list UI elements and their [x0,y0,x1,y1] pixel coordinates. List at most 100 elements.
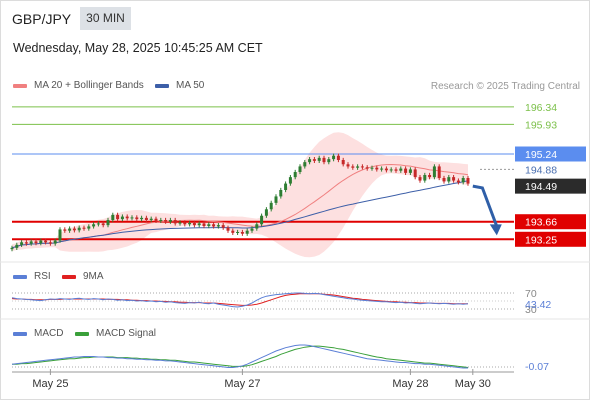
candle-body [29,241,33,244]
candle-body [466,178,470,184]
x-tick-label: May 25 [32,378,68,390]
candle-body [279,190,283,197]
candle-body [82,227,86,229]
candle-body [188,223,192,225]
candle-body [106,220,110,226]
candle-body [135,217,139,220]
macd-last-value: -0.07 [525,361,549,373]
macd-swatch [13,331,27,336]
price-label-194.88: 194.88 [525,164,557,176]
price-label-195.24: 195.24 [525,149,557,161]
candle-body [101,223,105,226]
candle-body [380,168,384,170]
candle-body [24,242,28,244]
price-label-193.66-bg [515,214,586,230]
candle-body [346,164,350,167]
candle-body [58,229,62,241]
candle-body [245,230,249,234]
candle-body [423,175,427,181]
ma50-line [11,180,469,249]
candle-body [389,169,393,171]
candle-body [116,214,120,220]
candle-body [192,223,196,226]
research-credit: Research © 2025 Trading Central [430,81,580,92]
candle-body [207,224,211,226]
price-label-195.93: 195.93 [525,119,557,131]
datetime-label: Wednesday, May 28, 2025 10:45:25 AM CET [13,41,263,55]
candle-body [34,241,38,244]
symbol-title: GBP/JPY [12,11,72,27]
ma20-label: MA 20 + Bollinger Bands [34,80,144,91]
legend-macd: MACD [13,328,63,339]
candle-body [44,240,48,243]
forecast-arrow-line [472,184,499,227]
candle-body [428,175,432,178]
candle-body [149,218,153,220]
candle-body [394,169,398,171]
rsi-level-label-30: 30 [525,304,537,316]
candle-body [336,155,340,160]
candle-body [20,242,24,245]
candle-body [231,230,235,233]
candle-body [250,228,254,231]
candle-body [216,225,220,227]
candle-body [303,162,307,167]
macd-line [11,344,468,369]
candle-body [159,220,163,221]
candle-body [96,223,100,225]
candle-body [240,232,244,234]
forecast-arrow-head [489,224,502,236]
candle-body [327,159,331,163]
ma50-label: MA 50 [176,80,205,91]
ma20-swatch [13,83,27,88]
macd-signal-swatch [75,331,89,336]
price-label-193.25: 193.25 [525,234,557,246]
rsi-swatch [13,274,27,279]
candle-body [39,240,43,244]
candle-body [442,178,446,182]
rsi-level-label-70: 70 [525,288,537,300]
candle-body [183,222,187,225]
candle-body [77,227,81,231]
price-label-193.25-bg [515,231,586,247]
rsi-label: RSI [34,271,51,282]
timeframe-button[interactable]: 30 MIN [80,7,131,30]
candle-body [288,177,292,184]
candle-body [384,168,388,171]
rsi-last-value: 43.42 [525,299,551,311]
candle-body [351,166,355,168]
candle-body [365,167,369,169]
candle-body [260,215,264,225]
rsi-line [11,292,469,308]
candle-body [164,220,168,222]
candle-body [68,228,72,231]
legend-ma9: 9MA [62,271,104,282]
candle-body [452,177,456,181]
ma9-label: 9MA [83,271,104,282]
candle-body [10,247,14,250]
price-label-195.24-bg [515,146,586,162]
candle-body [111,214,115,220]
candle-body [48,242,52,244]
price-label-194.49: 194.49 [525,181,557,193]
candle-body [178,222,182,224]
candle-body [140,217,144,220]
candle-body [221,225,225,228]
legend-ma20: MA 20 + Bollinger Bands [13,80,144,91]
rsi-ma9-line [11,293,468,306]
candle-body [72,228,76,231]
candle-body [92,224,96,227]
legend-rsi: RSI [13,271,51,282]
candle-body [418,177,422,181]
candle-body [447,177,451,182]
candle-body [120,216,124,220]
price-label-196.34: 196.34 [525,102,557,114]
candle-body [356,166,360,168]
ma50-swatch [155,83,169,88]
candle-body [197,223,201,226]
candle-body [341,160,345,165]
ma9-swatch [62,274,76,279]
x-tick-label: May 28 [392,378,428,390]
candle-body [298,166,302,172]
